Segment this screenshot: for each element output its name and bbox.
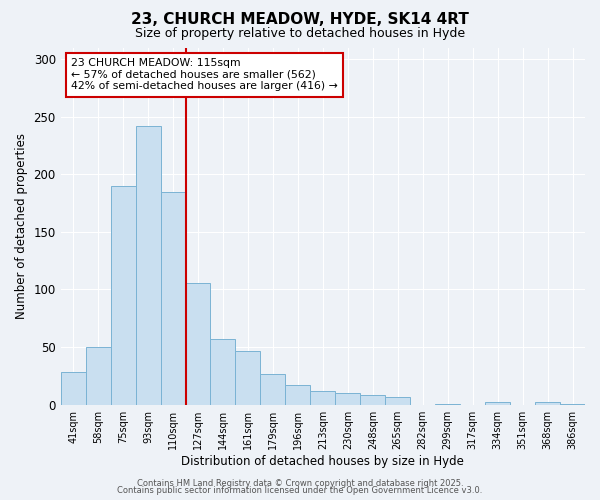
Bar: [485, 402, 510, 404]
Bar: [286, 385, 310, 404]
X-axis label: Distribution of detached houses by size in Hyde: Distribution of detached houses by size …: [181, 454, 464, 468]
Bar: [161, 192, 185, 404]
Bar: [310, 391, 335, 404]
Bar: [110, 186, 136, 404]
Bar: [535, 402, 560, 404]
Bar: [86, 347, 110, 405]
Text: Size of property relative to detached houses in Hyde: Size of property relative to detached ho…: [135, 28, 465, 40]
Text: 23, CHURCH MEADOW, HYDE, SK14 4RT: 23, CHURCH MEADOW, HYDE, SK14 4RT: [131, 12, 469, 28]
Bar: [211, 339, 235, 404]
Bar: [260, 374, 286, 404]
Bar: [335, 393, 360, 404]
Bar: [185, 282, 211, 405]
Bar: [385, 396, 410, 404]
Text: Contains HM Land Registry data © Crown copyright and database right 2025.: Contains HM Land Registry data © Crown c…: [137, 478, 463, 488]
Text: 23 CHURCH MEADOW: 115sqm
← 57% of detached houses are smaller (562)
42% of semi-: 23 CHURCH MEADOW: 115sqm ← 57% of detach…: [71, 58, 338, 92]
Y-axis label: Number of detached properties: Number of detached properties: [15, 133, 28, 319]
Text: Contains public sector information licensed under the Open Government Licence v3: Contains public sector information licen…: [118, 486, 482, 495]
Bar: [235, 350, 260, 405]
Bar: [61, 372, 86, 404]
Bar: [360, 396, 385, 404]
Bar: [136, 126, 161, 404]
